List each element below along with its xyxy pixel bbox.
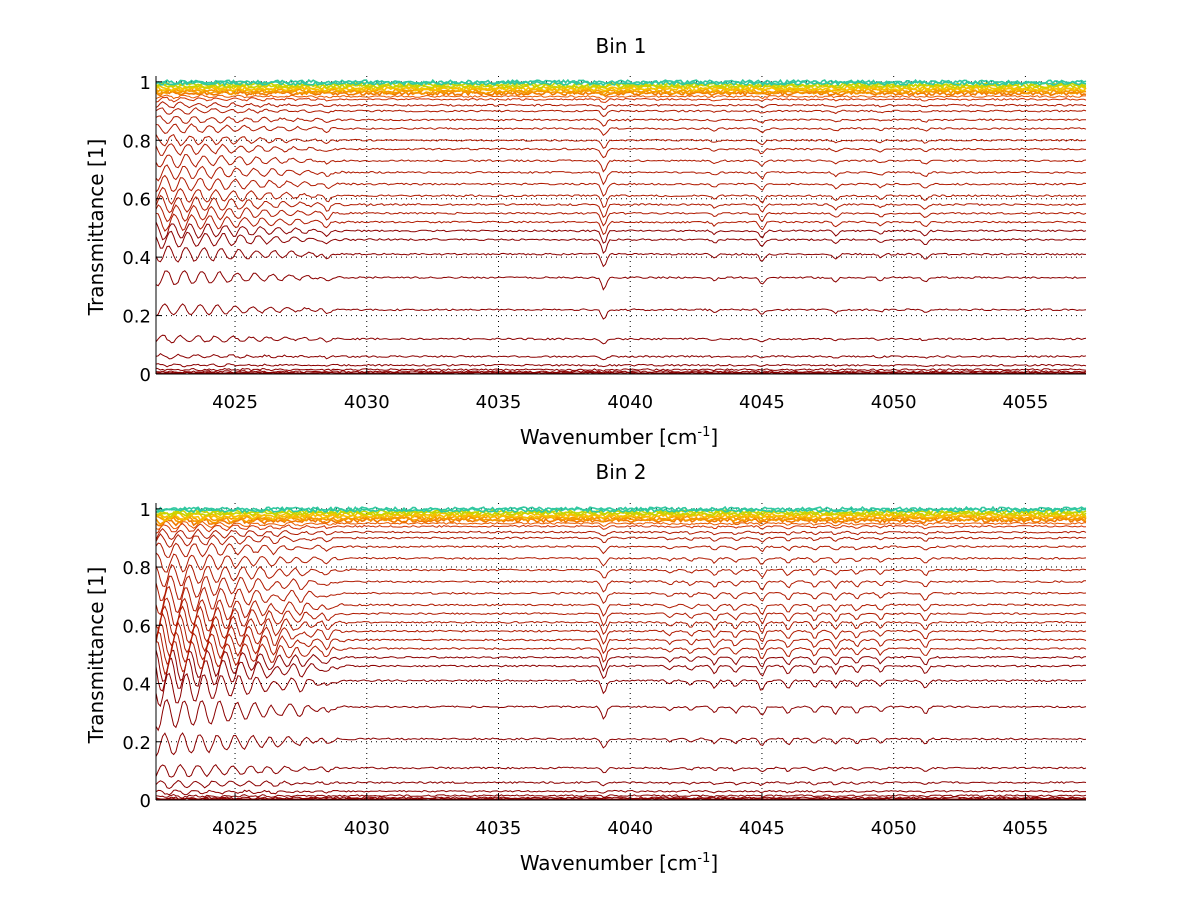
y-tick-label: 0 — [140, 365, 151, 386]
series-line — [155, 575, 1086, 602]
x-tick-label: 4045 — [739, 818, 785, 839]
x-tick-label: 4055 — [1002, 818, 1048, 839]
series-line — [155, 363, 1087, 368]
series-line — [155, 605, 1087, 639]
axes — [155, 503, 1086, 801]
series-line — [155, 133, 1087, 149]
series-line — [155, 212, 1087, 236]
series-line — [155, 371, 1087, 374]
series-line — [155, 597, 1087, 630]
chart-title: Bin 2 — [595, 460, 646, 484]
y-tick-label: 0.2 — [122, 307, 151, 328]
tick-labels: 4025 4030 4035 4040 4045 4050 4055 0 0.2 0.4 0.6 0.… — [122, 73, 1048, 413]
series-line — [155, 793, 1087, 799]
chart-bin-1: Bin 1 4025 4030 4035 4040 4045 4050 4055 0 0.2 0.… — [84, 34, 1087, 449]
series-line — [155, 186, 1087, 208]
series-line — [155, 143, 1087, 159]
y-tick-label: 1 — [140, 500, 151, 521]
series-line — [155, 517, 1087, 527]
y-tick-label: 0.8 — [122, 131, 151, 152]
series-line — [155, 631, 1087, 665]
series-line — [155, 796, 1087, 800]
y-tick-label: 0.6 — [122, 190, 151, 211]
series-line — [155, 520, 1087, 530]
x-tick-label: 4035 — [476, 392, 522, 413]
series-line — [155, 270, 1087, 291]
series-line — [155, 107, 1087, 118]
series-line — [155, 527, 1087, 540]
series-line — [155, 552, 1087, 573]
series-line — [155, 789, 1086, 796]
x-tick-label: 4025 — [212, 818, 258, 839]
x-tick-label: 4050 — [871, 392, 917, 413]
series-line — [155, 797, 1087, 800]
x-tick-label: 4050 — [871, 818, 917, 839]
series-line — [155, 352, 1087, 361]
x-tick-label: 4025 — [212, 392, 258, 413]
x-tick-label: 4040 — [607, 392, 653, 413]
axes — [155, 76, 1086, 375]
series-line — [155, 204, 1087, 227]
series-line — [155, 585, 1087, 616]
y-tick-label: 0.4 — [122, 675, 151, 696]
x-tick-label: 4045 — [739, 392, 785, 413]
tick-labels: 4025 4030 4035 4040 4045 4050 4055 0 0.2 0.4 0.6 0.… — [122, 500, 1048, 839]
y-tick-label: 0.6 — [122, 616, 151, 637]
series-line — [155, 303, 1087, 320]
series-line — [155, 94, 1086, 101]
series-line — [155, 174, 1087, 197]
series-line — [155, 80, 1087, 87]
series-line — [155, 115, 1086, 127]
x-tick-label: 4030 — [344, 818, 390, 839]
y-tick-label: 0.4 — [122, 248, 151, 269]
series-line — [155, 542, 1086, 558]
series-line — [155, 230, 1087, 255]
x-tick-label: 4040 — [607, 818, 653, 839]
y-tick-label: 0 — [140, 791, 151, 812]
series-line — [155, 763, 1087, 778]
series-line — [155, 732, 1087, 757]
x-tick-label: 4035 — [476, 818, 522, 839]
series-line — [155, 154, 1087, 173]
series-line — [155, 221, 1087, 244]
series-line — [155, 101, 1086, 111]
y-axis-label: Transmittance [1] — [84, 567, 108, 745]
x-tick-label: 4030 — [344, 392, 390, 413]
series-line — [155, 164, 1087, 186]
chart-title: Bin 1 — [595, 34, 646, 58]
series-line — [155, 621, 1087, 658]
series-line — [155, 657, 1087, 692]
series-line — [155, 245, 1086, 268]
series-line — [155, 522, 1087, 534]
series-line — [155, 640, 1087, 676]
series-group — [155, 78, 1087, 374]
series-line — [155, 123, 1087, 137]
x-axis-label: Wavenumber [cm-1] — [520, 425, 718, 449]
series-group — [155, 505, 1087, 800]
series-line — [155, 672, 1087, 708]
series-line — [155, 612, 1087, 647]
y-tick-label: 0.2 — [122, 733, 151, 754]
series-line — [155, 698, 1087, 732]
y-tick-label: 0.8 — [122, 558, 151, 579]
series-line — [155, 370, 1087, 374]
series-line — [155, 334, 1087, 345]
series-line — [155, 649, 1087, 682]
series-line — [155, 505, 1087, 512]
series-line — [155, 533, 1087, 548]
chart-bin-2: Bin 2 4025 4030 4035 4040 4045 4050 4055 0 0.2 0.… — [84, 460, 1087, 875]
y-tick-label: 1 — [140, 73, 151, 94]
series-line — [155, 78, 1087, 85]
series-line — [155, 367, 1087, 372]
series-line — [155, 194, 1087, 218]
series-line — [155, 564, 1087, 588]
x-tick-label: 4055 — [1002, 392, 1048, 413]
x-axis-label: Wavenumber [cm-1] — [520, 851, 718, 875]
y-axis-label: Transmittance [1] — [84, 139, 108, 317]
series-line — [155, 96, 1087, 103]
series-line — [155, 779, 1087, 790]
